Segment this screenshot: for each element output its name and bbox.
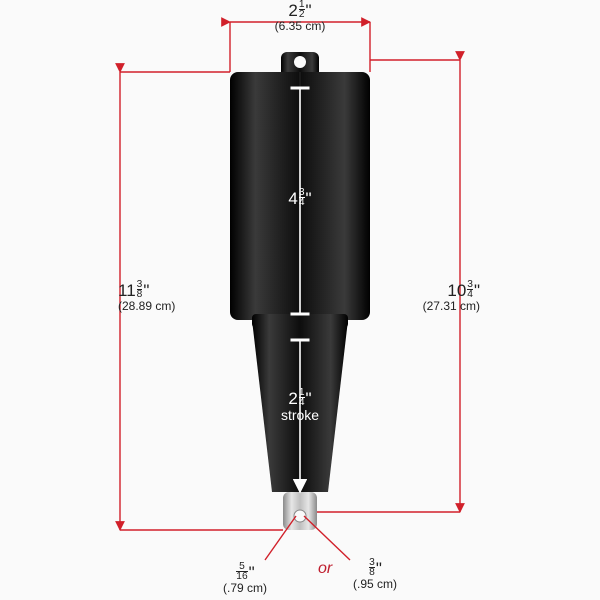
- diagram-stage: 212" (6.35 cm) 1138" (28.89 cm) 1034" (2…: [0, 0, 600, 600]
- dim-height-left: 1138" (28.89 cm): [118, 280, 198, 314]
- dim-value: 1138": [118, 281, 149, 300]
- dim-metric: (6.35 cm): [260, 20, 340, 33]
- dim-top-width: 212" (6.35 cm): [260, 0, 340, 34]
- dim-hole-right: 38" (.95 cm): [345, 558, 405, 592]
- dim-value: 38": [368, 559, 382, 578]
- dim-metric: (28.89 cm): [118, 300, 198, 313]
- dim-value: 1034": [447, 281, 480, 300]
- dim-hole-left: 516" (.79 cm): [215, 562, 275, 596]
- dim-height-right: 1034" (27.31 cm): [400, 280, 480, 314]
- dim-sub: stroke: [270, 408, 330, 423]
- dim-stroke: 214" stroke: [270, 388, 330, 424]
- actuator-diagram: [0, 0, 600, 600]
- dim-value: 516": [235, 563, 254, 582]
- or-label: or: [318, 560, 332, 578]
- dim-value: 212": [288, 1, 311, 20]
- dim-metric: (27.31 cm): [400, 300, 480, 313]
- dim-metric: (.79 cm): [215, 582, 275, 595]
- dim-metric: (.95 cm): [345, 578, 405, 591]
- dim-value: 214": [288, 389, 311, 408]
- dim-value: 434": [288, 189, 311, 208]
- dim-body-length: 434": [270, 188, 330, 208]
